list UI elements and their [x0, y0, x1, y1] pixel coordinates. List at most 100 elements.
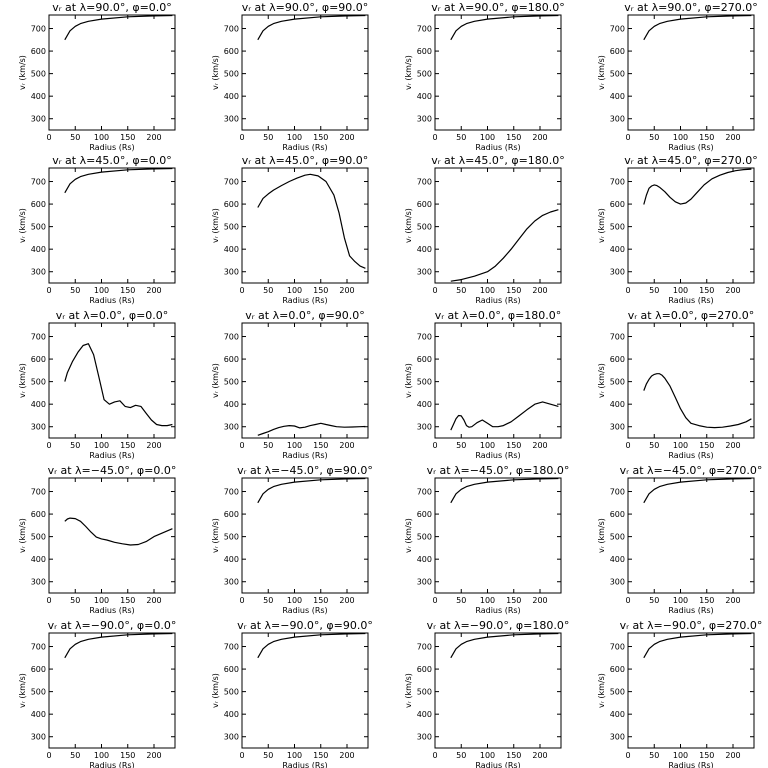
y-tick-label: 400: [31, 555, 46, 564]
y-tick-label: 700: [31, 333, 46, 342]
series-line: [257, 422, 366, 436]
y-tick-label: 400: [417, 555, 432, 564]
x-tick-label: 50: [649, 286, 659, 295]
x-tick-label: 50: [70, 286, 80, 295]
y-tick-label: 300: [610, 733, 625, 742]
x-tick-label: 50: [649, 751, 659, 760]
x-tick-label: 150: [699, 441, 714, 450]
panel-4-3: vᵣ at λ=−45.0°, φ=180.0° 0 50 100 150 200 300 4…: [404, 464, 569, 615]
x-tick-label: 50: [70, 133, 80, 142]
y-tick-label: 600: [31, 665, 46, 674]
x-axis-label: Radius (Rs): [89, 296, 134, 305]
y-tick-label: 300: [417, 268, 432, 277]
panel-2-4: vᵣ at λ=45.0°, φ=270.0° 0 50 100 150 200 300 40…: [597, 154, 758, 305]
x-axis-label: Radius (Rs): [282, 606, 327, 615]
x-axis-label: Radius (Rs): [475, 143, 520, 152]
y-tick-label: 600: [610, 510, 625, 519]
x-axis-label: Radius (Rs): [475, 451, 520, 460]
plot-frame: [241, 477, 369, 594]
plot-frame: [48, 167, 176, 284]
x-axis-label: Radius (Rs): [89, 761, 134, 768]
plot-frame: [434, 14, 562, 131]
x-tick-label: 200: [339, 133, 354, 142]
y-axis-label: vᵣ (km/s): [597, 208, 606, 243]
y-tick-label: 500: [417, 223, 432, 232]
panel-title: vᵣ at λ=90.0°, φ=0.0°: [52, 1, 172, 14]
x-tick-label: 0: [432, 286, 437, 295]
x-tick-label: 200: [725, 133, 740, 142]
y-tick-label: 500: [610, 378, 625, 387]
panel-3-4: vᵣ at λ=0.0°, φ=270.0° 0 50 100 150 200 300 400…: [597, 309, 755, 460]
panel-title: vᵣ at λ=90.0°, φ=90.0°: [242, 1, 369, 14]
y-tick-label: 500: [31, 378, 46, 387]
x-tick-label: 100: [673, 596, 688, 605]
x-tick-label: 200: [725, 596, 740, 605]
series-line: [257, 477, 366, 504]
y-tick-label: 600: [610, 355, 625, 364]
plot-frame: [48, 477, 176, 594]
y-tick-label: 500: [31, 223, 46, 232]
y-axis-label: vᵣ (km/s): [18, 673, 27, 708]
y-tick-label: 700: [610, 643, 625, 652]
y-axis-label: vᵣ (km/s): [211, 363, 220, 398]
plot-frame: [434, 477, 562, 594]
y-axis-label: vᵣ (km/s): [211, 673, 220, 708]
x-tick-label: 200: [532, 441, 547, 450]
x-tick-label: 200: [146, 133, 161, 142]
x-axis-label: Radius (Rs): [89, 606, 134, 615]
x-tick-label: 50: [70, 441, 80, 450]
y-tick-label: 300: [224, 268, 239, 277]
y-axis-label: vᵣ (km/s): [18, 518, 27, 553]
y-axis-label: vᵣ (km/s): [211, 518, 220, 553]
plot-frame: [241, 14, 369, 131]
y-tick-label: 700: [224, 333, 239, 342]
y-tick-label: 300: [417, 733, 432, 742]
y-tick-label: 700: [417, 333, 432, 342]
y-tick-label: 400: [224, 245, 239, 254]
series-line: [643, 632, 752, 659]
y-tick-label: 300: [224, 423, 239, 432]
panel-title: vᵣ at λ=90.0°, φ=180.0°: [431, 1, 565, 14]
y-tick-label: 500: [224, 223, 239, 232]
x-tick-label: 150: [506, 441, 521, 450]
panel-4-2: vᵣ at λ=−45.0°, φ=90.0° 0 50 100 150 200 300 40…: [211, 464, 373, 615]
x-tick-label: 150: [313, 286, 328, 295]
y-tick-label: 500: [417, 688, 432, 697]
y-tick-label: 600: [417, 510, 432, 519]
x-tick-label: 200: [339, 441, 354, 450]
y-tick-label: 300: [224, 733, 239, 742]
plot-frame: [241, 632, 369, 749]
x-tick-label: 150: [699, 596, 714, 605]
x-tick-label: 0: [46, 596, 51, 605]
y-tick-label: 300: [417, 423, 432, 432]
x-tick-label: 200: [146, 286, 161, 295]
x-tick-label: 50: [456, 133, 466, 142]
y-tick-label: 700: [31, 643, 46, 652]
x-tick-label: 0: [46, 441, 51, 450]
panel-1-2: vᵣ at λ=90.0°, φ=90.0° 0 50 100 150 200 300 400…: [211, 1, 369, 152]
panel-1-3: vᵣ at λ=90.0°, φ=180.0° 0 50 100 150 200 300 40…: [404, 1, 565, 152]
series-line: [64, 343, 173, 427]
plot-frame: [627, 14, 755, 131]
plot-frame: [48, 322, 176, 439]
x-tick-label: 0: [239, 133, 244, 142]
y-tick-label: 400: [224, 555, 239, 564]
panel-2-3: vᵣ at λ=45.0°, φ=180.0° 0 50 100 150 200 300 40…: [404, 154, 565, 305]
x-tick-label: 100: [480, 133, 495, 142]
panel-title: vᵣ at λ=−45.0°, φ=180.0°: [427, 464, 570, 477]
x-tick-label: 150: [313, 441, 328, 450]
x-tick-label: 0: [46, 133, 51, 142]
y-tick-label: 400: [417, 245, 432, 254]
y-tick-label: 600: [417, 665, 432, 674]
y-tick-label: 300: [31, 423, 46, 432]
x-axis-label: Radius (Rs): [668, 606, 713, 615]
y-tick-label: 700: [610, 333, 625, 342]
series-line: [257, 173, 366, 269]
y-axis-label: vᵣ (km/s): [18, 55, 27, 90]
x-tick-label: 150: [313, 751, 328, 760]
x-tick-label: 0: [239, 596, 244, 605]
x-tick-label: 200: [725, 751, 740, 760]
y-tick-label: 400: [31, 710, 46, 719]
plot-frame: [434, 322, 562, 439]
